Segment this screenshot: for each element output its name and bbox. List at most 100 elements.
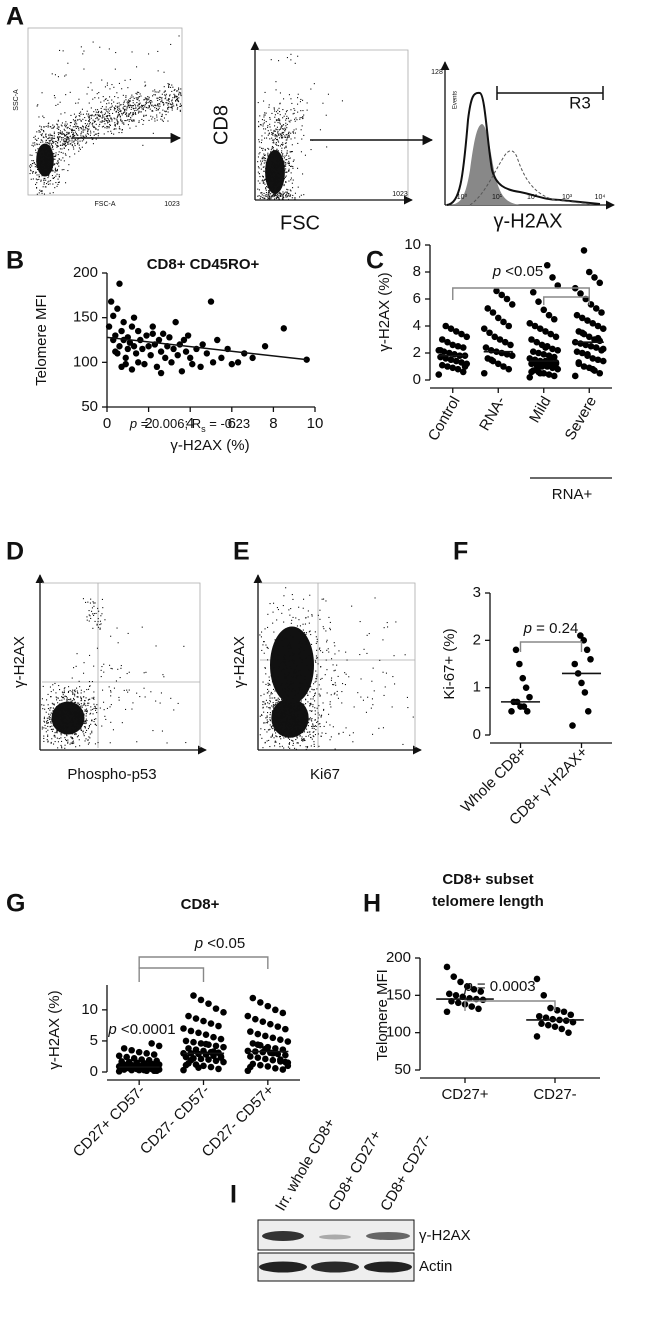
flow-dot xyxy=(64,687,66,689)
flow-dot xyxy=(306,731,308,733)
flow-dot xyxy=(289,614,291,616)
flow-dot xyxy=(79,118,81,120)
flow-dot xyxy=(299,117,301,119)
point xyxy=(592,344,600,351)
flow-dot xyxy=(273,180,275,182)
flow-dot xyxy=(288,180,290,182)
flow-dot xyxy=(47,708,49,710)
flow-dot xyxy=(325,600,327,602)
flow-dot xyxy=(45,164,47,166)
flow-dot xyxy=(114,107,116,109)
point xyxy=(195,1064,202,1071)
flow-dot xyxy=(275,168,277,170)
flow-dot xyxy=(286,667,288,669)
flow-dot xyxy=(268,174,270,176)
flow-dot xyxy=(296,737,298,739)
flow-dot xyxy=(71,701,73,703)
point xyxy=(217,1054,225,1062)
flow-dot xyxy=(65,739,67,741)
flow-dot xyxy=(297,186,299,188)
flow-dot xyxy=(67,705,69,707)
flow-dot xyxy=(89,602,91,604)
flow-dot xyxy=(70,700,72,702)
flow-dot xyxy=(59,708,61,710)
flow-dot xyxy=(292,742,294,744)
flow-dot xyxy=(264,157,266,159)
flow-dot xyxy=(303,598,305,600)
point xyxy=(594,356,602,364)
flow-dot xyxy=(62,137,64,139)
flow-dot xyxy=(61,133,63,135)
flow-dot xyxy=(269,180,271,182)
flow-dot xyxy=(282,605,284,607)
flow-dot xyxy=(50,691,52,693)
flow-dot xyxy=(294,192,296,194)
flow-dot xyxy=(64,75,66,77)
flow-dot xyxy=(291,660,293,662)
flow-dot xyxy=(288,163,290,165)
point xyxy=(126,339,134,346)
point xyxy=(536,325,544,333)
flow-dot xyxy=(76,710,78,712)
flow-dot xyxy=(86,113,88,115)
flow-dot xyxy=(303,718,305,720)
flow-dot xyxy=(92,601,94,603)
flow-dot xyxy=(261,139,263,141)
flow-dot xyxy=(267,152,269,154)
flow-dot xyxy=(47,142,49,144)
flow-dot xyxy=(308,731,310,733)
point xyxy=(535,298,542,306)
flow-dot xyxy=(68,699,70,701)
flow-dot xyxy=(57,136,59,138)
flow-dot xyxy=(404,654,406,656)
flow-dot xyxy=(179,109,181,111)
flow-dot xyxy=(282,157,284,159)
flow-dot xyxy=(308,669,310,671)
flow-dot xyxy=(103,663,105,665)
flow-dot xyxy=(66,728,68,730)
flow-dot xyxy=(274,704,276,706)
flow-dot xyxy=(40,160,42,162)
flow-dot xyxy=(56,731,58,733)
flow-dot xyxy=(279,120,281,122)
flow-dot xyxy=(66,730,68,732)
flow-dot xyxy=(138,111,140,113)
flow-dot xyxy=(263,192,265,194)
flow-dot xyxy=(272,711,274,713)
panel-i: I Irr. whole CD8+ CD8+ CD27+ CD8+ CD27- … xyxy=(230,1115,471,1282)
flow-dot xyxy=(267,721,269,723)
flow-dot xyxy=(114,118,116,120)
flow-dot xyxy=(275,732,277,734)
flow-dot xyxy=(304,725,306,727)
flow-dot xyxy=(120,118,122,120)
flow-dot xyxy=(301,722,303,724)
flow-dot xyxy=(100,101,102,103)
flow-dot xyxy=(47,138,49,140)
flow-dot xyxy=(371,680,373,682)
flow-dot xyxy=(38,159,40,161)
flow-dot xyxy=(39,165,41,167)
flow-dot xyxy=(259,176,261,178)
flow-dot xyxy=(272,672,274,674)
flow-dot xyxy=(276,144,278,146)
flow-dot xyxy=(73,148,75,150)
flow-dot xyxy=(103,116,105,118)
flow-dot xyxy=(89,713,91,715)
flow-dot xyxy=(55,182,57,184)
flow-dot xyxy=(268,148,270,150)
flow-dot xyxy=(281,131,283,133)
flow-dot xyxy=(264,702,266,704)
flow-dot xyxy=(281,168,283,170)
flow-dot xyxy=(68,149,70,151)
point xyxy=(596,279,604,287)
flow-dot xyxy=(289,705,291,707)
flow-dot xyxy=(86,689,88,691)
flow-dot xyxy=(80,46,82,48)
flow-dot xyxy=(59,725,61,727)
flow-dot xyxy=(262,747,264,749)
flow-dot xyxy=(277,109,279,111)
flow-dot xyxy=(95,138,97,140)
flow-dot xyxy=(342,683,344,685)
chart-title: telomere length xyxy=(432,893,544,910)
flow-dot xyxy=(277,134,279,136)
